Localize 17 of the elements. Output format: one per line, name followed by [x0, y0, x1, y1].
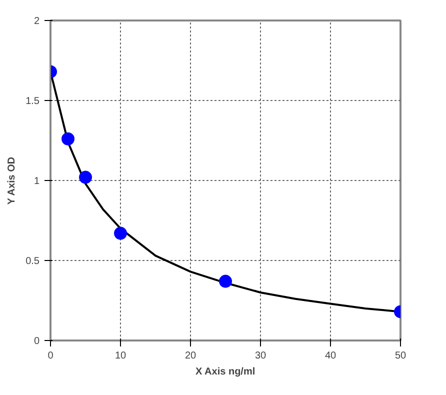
x-tick-label: 0	[48, 350, 54, 362]
y-tick-label: 0	[34, 336, 40, 347]
x-tick-label: 20	[184, 350, 196, 362]
y-tick-label: 1	[34, 176, 40, 187]
point	[114, 226, 127, 240]
x-tick-label: 50	[394, 350, 406, 362]
y-tick-label: 1.5	[26, 96, 40, 107]
x-axis-title: X Axis ng/ml	[195, 366, 256, 378]
point	[219, 274, 232, 288]
y-tick-label: 0.5	[26, 256, 40, 267]
y-axis-title: Y Axis OD	[6, 156, 18, 205]
x-tick-label: 10	[114, 350, 126, 362]
point	[79, 170, 92, 184]
point	[62, 132, 74, 146]
x-tick-label: 30	[254, 350, 266, 362]
y-tick-label: 2	[34, 16, 40, 27]
x-tick-label: 40	[324, 350, 336, 362]
